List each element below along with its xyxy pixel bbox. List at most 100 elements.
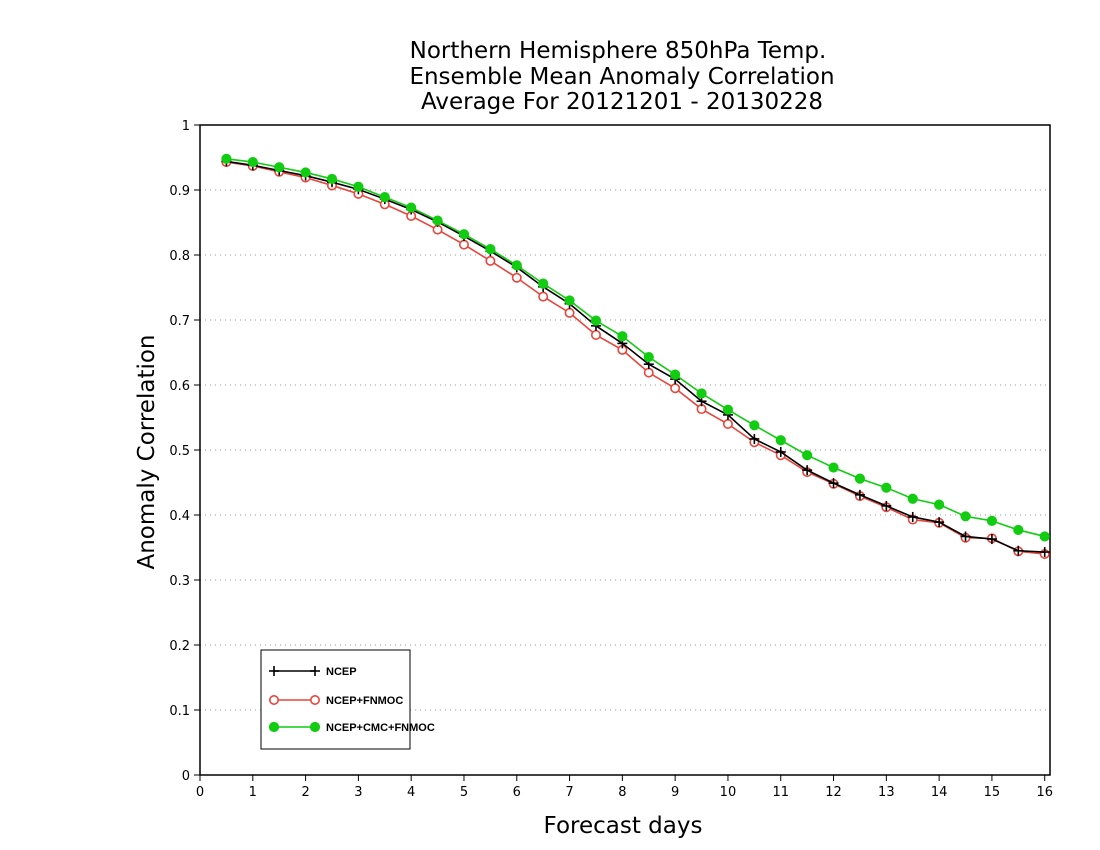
x-tick-label-2: 2	[301, 785, 309, 800]
legend-marker-right-0	[310, 666, 320, 676]
series-2-point-0	[221, 153, 232, 164]
series-1-point-14	[590, 329, 601, 340]
series-1-point-17	[670, 383, 681, 394]
y-tick-label-4: 0.4	[169, 509, 190, 524]
series-2-point-26	[907, 493, 918, 504]
gridlines	[200, 189, 1050, 711]
series-1-point-9	[458, 239, 469, 250]
chart-title-line-1: Northern Hemisphere 850hPa Temp.	[410, 38, 827, 64]
series-2-point-5	[353, 181, 364, 192]
series-2-point-6	[379, 192, 390, 203]
y-tick-label-3: 0.3	[169, 574, 190, 589]
x-tick-label-4: 4	[407, 785, 415, 800]
series-2-point-25	[881, 482, 892, 493]
series-2-point-27	[934, 499, 945, 510]
y-tick-label-9: 0.9	[169, 184, 190, 199]
series-0-line	[226, 160, 1045, 553]
series-2-point-3	[300, 167, 311, 178]
series-1-point-10	[485, 255, 496, 266]
series-0-point-27	[934, 517, 945, 528]
y-tick-label-1: 0.1	[169, 704, 190, 719]
x-tick-label-3: 3	[354, 785, 362, 800]
y-tick-label-2: 0.2	[169, 639, 190, 654]
series-0-point-20	[749, 433, 760, 444]
legend-item-2: NCEP+CMC+FNMOC	[268, 721, 435, 734]
series-2-point-10	[485, 244, 496, 255]
x-tick-label-11: 11	[772, 785, 789, 800]
series-2-point-15	[617, 331, 628, 342]
series-2-point-19	[722, 404, 734, 415]
legend-label-1: NCEP+FNMOC	[326, 695, 403, 707]
series-0-point-30	[1013, 545, 1024, 556]
y-tick-label-6: 0.6	[169, 379, 190, 394]
x-tick-label-1: 1	[249, 785, 257, 800]
chart-title-line-2: Ensemble Mean Anomaly Correlation	[409, 64, 834, 90]
legend-item-1: NCEP+FNMOC	[268, 694, 403, 707]
series-0-point-28	[960, 531, 971, 542]
y-tick-label-0: 0	[182, 769, 190, 784]
series-2-point-29	[986, 515, 998, 526]
legend-marker-left-0	[269, 666, 279, 676]
legend: NCEP NCEP+FNMOC NCEP+CMC+FNMOC	[260, 649, 435, 750]
series-0-point-21	[775, 446, 786, 457]
series-2-point-31	[1039, 531, 1050, 542]
x-tick-label-12: 12	[825, 785, 842, 800]
series-2-point-30	[1013, 524, 1024, 536]
series-2-point-23	[828, 462, 839, 473]
series-2-point-17	[670, 369, 681, 380]
series-2-point-16	[643, 351, 654, 363]
series-2-point-11	[511, 260, 522, 271]
legend-marker-left-1	[268, 694, 279, 705]
series-2-point-20	[749, 420, 760, 431]
x-tick-label-8: 8	[618, 785, 626, 800]
series-layer	[221, 153, 1050, 559]
chart-title-line-3: Average For 20121201 - 20130228	[421, 89, 823, 115]
y-tick-label-7: 0.7	[169, 314, 190, 329]
series-1-point-11	[511, 272, 522, 283]
series-2-point-14	[590, 315, 602, 326]
series-2-point-18	[696, 388, 707, 399]
legend-label-2: NCEP+CMC+FNMOC	[326, 722, 435, 734]
legend-label-0: NCEP	[326, 666, 357, 678]
legend-marker-right-1	[309, 694, 320, 705]
series-2-point-28	[960, 511, 971, 522]
series-1-point-19	[722, 418, 733, 429]
series-2-point-13	[564, 295, 575, 306]
series-2-point-7	[406, 202, 417, 213]
x-tick-label-5: 5	[460, 785, 468, 800]
series-2-point-8	[432, 215, 443, 226]
series-0-point-26	[907, 511, 918, 522]
series-2-point-1	[247, 156, 258, 168]
x-tick-label-6: 6	[513, 785, 521, 800]
series-1-point-16	[643, 367, 654, 378]
x-tick-label-14: 14	[931, 785, 948, 800]
series-2-point-12	[538, 278, 549, 289]
x-tick-label-0: 0	[196, 785, 204, 800]
series-0-point-23	[828, 478, 839, 489]
series-1-point-13	[564, 307, 575, 318]
x-tick-label-7: 7	[565, 785, 573, 800]
series-2-point-9	[458, 229, 470, 240]
x-axis-title: Forecast days	[544, 813, 703, 839]
series-0-point-22	[802, 465, 813, 476]
series-1-point-12	[538, 291, 549, 302]
series-2-point-24	[854, 473, 866, 484]
x-tick-label-16: 16	[1036, 785, 1053, 800]
x-tick-label-15: 15	[984, 785, 1001, 800]
y-tick-label-10: 1	[182, 119, 190, 134]
axes: 00.10.20.30.40.50.60.70.80.910 1 2 3 4 5 6 7 8 9 1…	[169, 119, 1053, 800]
y-tick-label-8: 0.8	[169, 249, 190, 264]
series-2-point-22	[802, 450, 813, 461]
legend-item-0: NCEP	[269, 666, 357, 678]
legend-items: NCEP NCEP+FNMOC NCEP+CMC+FNMOC	[268, 666, 435, 734]
legend-marker-left-2	[268, 721, 280, 733]
series-0-point-25	[881, 500, 892, 511]
y-tick-label-5: 0.5	[169, 444, 190, 459]
series-0-point-31	[1039, 547, 1050, 558]
series-0-point-24	[854, 489, 865, 500]
legend-marker-right-2	[309, 721, 321, 733]
series-2	[221, 153, 1050, 542]
x-tick-label-10: 10	[720, 785, 737, 800]
